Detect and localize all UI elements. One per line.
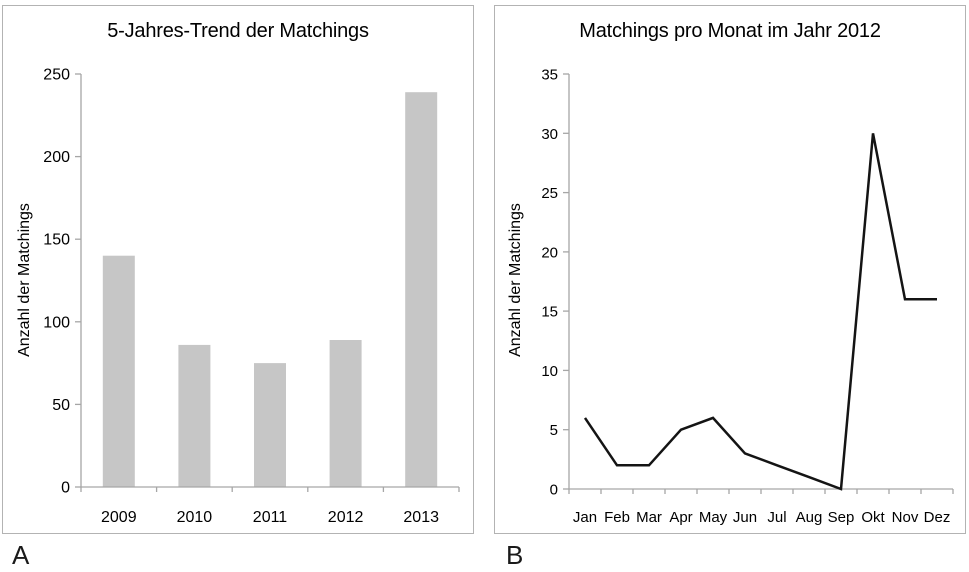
x-tick-label: Okt [861,509,885,526]
y-tick-label: 30 [541,126,558,143]
y-tick-label: 0 [61,480,70,497]
y-tick-label: 250 [43,67,70,84]
x-tick-label: Jul [767,509,786,526]
line-chart-canvas: 0 5 10 15 20 25 30 35 Jan Feb Mar Apr May Jun Jul Aug Se… [541,67,954,526]
y-tick-label: 25 [541,185,558,202]
bar-2013 [405,92,438,487]
y-tick-label: 100 [43,314,70,331]
panel-a-title: 5-Jahres-Trend der Matchings [107,20,369,42]
x-tick-label: 2011 [253,509,288,526]
bar-2009 [102,255,135,487]
x-tick-label: Mar [636,509,662,526]
x-tick-label: 2009 [101,509,137,526]
x-tick-label: Jun [733,509,757,526]
x-tick-label: Nov [892,509,919,526]
bar-2011 [254,363,286,487]
y-tick-label: 10 [541,363,558,380]
x-tick-label: Jan [573,509,597,526]
y-tick-label: 20 [541,244,558,261]
y-tick-label: 0 [550,482,558,499]
y-tick-label: 35 [541,67,558,84]
panel-b-line-chart: Matchings pro Monat im Jahr 2012 Anzahl … [494,5,966,534]
x-tick-label: Sep [828,509,855,526]
panel-b-title: Matchings pro Monat im Jahr 2012 [579,20,881,42]
y-tick-label: 150 [43,232,70,249]
bar-chart-canvas: 0 50 100 150 200 250 2009 2010 2011 2012 2013 [43,67,460,526]
panel-a-bar-chart: 5-Jahres-Trend der Matchings Anzahl der … [2,5,474,534]
figure-label-b: B [506,540,524,570]
x-tick-label: Apr [669,509,692,526]
x-tick-label: 2013 [403,509,439,526]
x-tick-label: May [699,509,728,526]
x-tick-label: Dez [924,509,951,526]
y-tick-label: 200 [43,149,70,166]
bar-2010 [178,344,211,487]
x-tick-label: 2012 [328,509,364,526]
y-tick-label: 50 [52,397,70,414]
x-tick-label: Aug [796,509,823,526]
figure-label-a: A [12,540,30,570]
x-tick-label: Feb [604,509,630,526]
x-tick-label: 2010 [177,509,213,526]
bar-2012 [329,340,362,487]
y-tick-label: 5 [550,422,558,439]
y-tick-label: 15 [541,304,558,321]
data-line-matchings-2012 [583,133,937,491]
